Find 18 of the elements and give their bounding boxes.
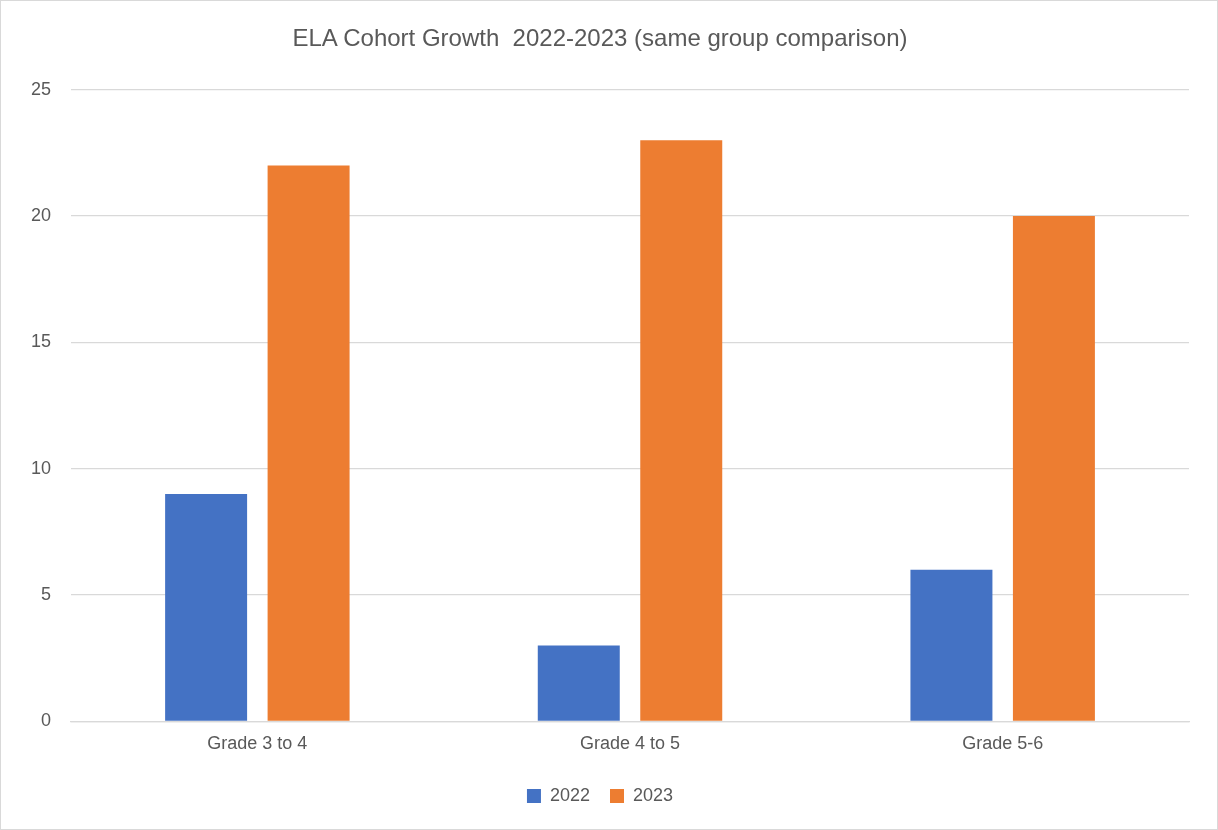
y-tick-label: 15 [30, 331, 52, 352]
y-tick-label: 0 [41, 710, 52, 731]
y-tick-label: 20 [30, 205, 52, 226]
bar [910, 569, 993, 721]
bar [537, 645, 620, 721]
y-tick-label: 5 [41, 584, 52, 605]
bar [1012, 216, 1095, 721]
bar [165, 494, 248, 721]
x-tick-label: Grade 3 to 4 [207, 733, 308, 754]
y-tick-label: 10 [30, 457, 52, 478]
legend-label: 2022 [549, 784, 590, 805]
x-tick-label: Grade 5-6 [962, 733, 1044, 754]
legend-label: 2023 [633, 784, 674, 805]
bar [640, 140, 723, 721]
bar [267, 165, 350, 721]
chart-title: ELA Cohort Growth 2022-2023 (same group comparison) [292, 24, 908, 52]
x-tick-label: Grade 4 to 5 [579, 733, 681, 754]
y-tick-label: 25 [30, 78, 52, 99]
